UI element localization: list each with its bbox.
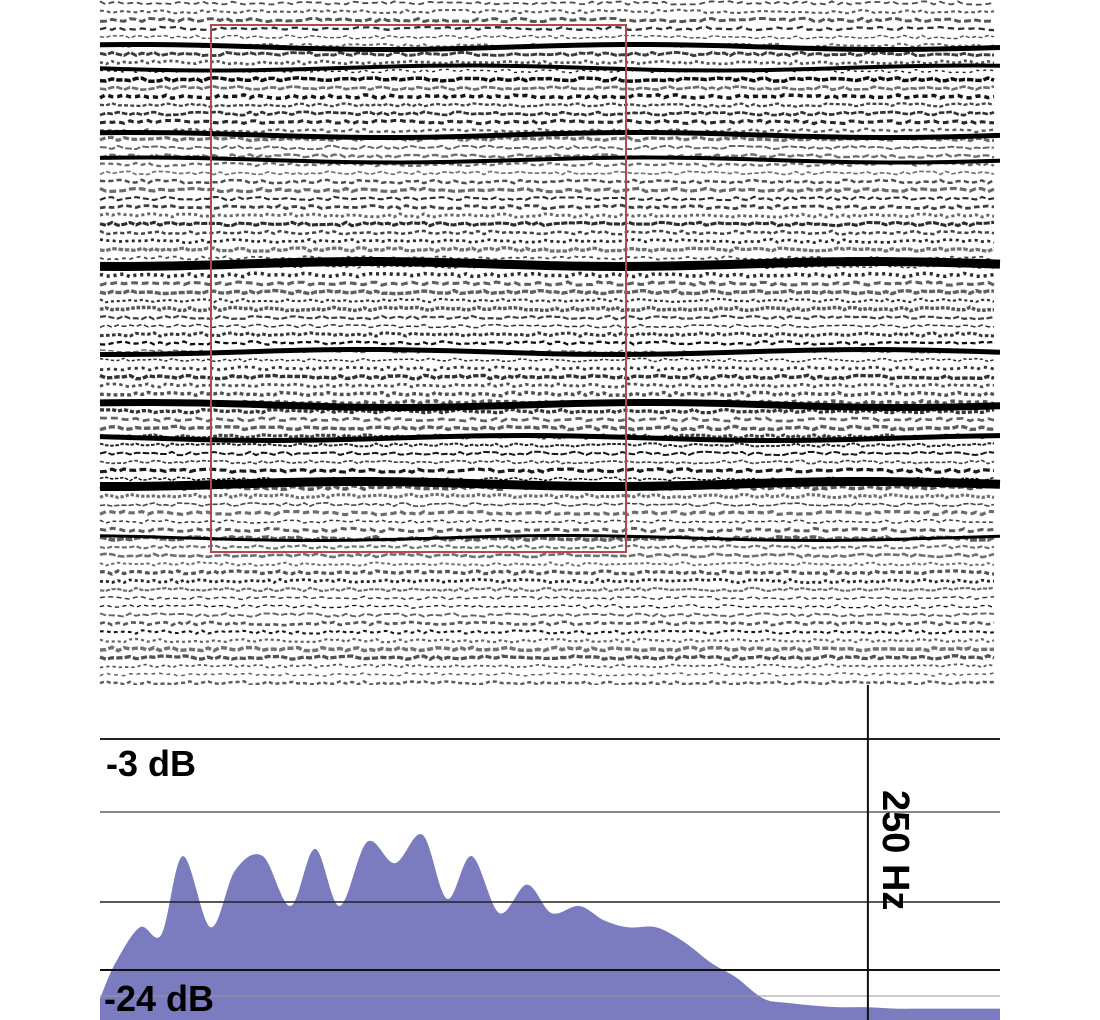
seismic-trace [99, 373, 995, 381]
seismic-trace [99, 442, 994, 448]
seismic-trace [99, 492, 995, 500]
frequency-marker-label: 250 Hz [874, 790, 916, 910]
seismic-trace [99, 331, 995, 338]
seismic-trace [99, 8, 995, 15]
seismic-trace [99, 390, 995, 398]
seismic-trace [99, 323, 994, 329]
seismic-trace [99, 526, 995, 534]
seismic-trace [99, 178, 995, 185]
seismic-reflector [100, 477, 1001, 491]
seismic-reflector [99, 63, 1001, 73]
seismic-trace [99, 84, 995, 92]
seismic-trace [99, 135, 995, 143]
seismic-trace [99, 271, 995, 279]
seismic-reflector [100, 346, 1001, 358]
seismic-trace [99, 305, 994, 313]
seismic-trace [99, 144, 995, 151]
seismic-trace [99, 544, 995, 550]
seismic-reflectors [99, 42, 1001, 543]
seismic-trace [99, 161, 995, 168]
seismic-trace [99, 534, 995, 543]
seismic-trace [99, 314, 995, 321]
seismic-trace [99, 604, 995, 609]
seismic-trace [99, 34, 995, 40]
seismic-trace [99, 170, 995, 176]
seismic-reflector [99, 155, 1001, 165]
seismic-trace [99, 654, 995, 662]
selection-box [210, 24, 627, 553]
seismic-trace [99, 186, 995, 194]
seismic-trace [99, 424, 995, 432]
seismic-trace [99, 220, 995, 228]
seismic-trace [99, 645, 995, 653]
seismic-trace [99, 255, 995, 261]
seismic-trace [99, 118, 995, 126]
seismic-trace [99, 637, 995, 644]
seismic-trace [99, 288, 995, 296]
seismic-trace [99, 237, 995, 245]
seismic-trace [99, 407, 995, 415]
seismic-reflector [99, 398, 1001, 412]
seismic-trace [99, 663, 995, 669]
seismic-trace [99, 620, 995, 627]
seismic-trace [99, 212, 995, 219]
seismic-trace [99, 195, 995, 202]
seismic-trace [99, 50, 995, 58]
top-db-label: -3 dB [106, 743, 196, 784]
seismic-trace [99, 340, 995, 346]
seismic-reflector [99, 42, 1001, 52]
seismic-trace [99, 595, 995, 601]
seismic-trace [99, 629, 995, 635]
seismic-trace [99, 679, 995, 687]
seismic-trace [99, 110, 995, 117]
seismic-reflector [99, 534, 1001, 543]
seismic-trace [99, 357, 995, 363]
seismic-trace [99, 0, 995, 6]
seismic-trace [99, 450, 995, 457]
seismic-trace [99, 509, 995, 517]
seismic-trace [99, 127, 995, 134]
seismic-trace [99, 246, 995, 253]
seismic-trace [99, 102, 995, 108]
seismic-trace [99, 92, 995, 101]
seismic-trace [99, 501, 995, 508]
seismic-trace [99, 459, 995, 465]
seismic-trace [99, 229, 995, 236]
seismic-trace [99, 552, 995, 559]
seismic-reflector [99, 129, 1001, 140]
seismic-trace [99, 519, 995, 524]
seismic-trace [99, 612, 995, 618]
bottom-db-label: -24 dB [104, 978, 214, 1019]
seismic-trace [99, 416, 995, 423]
seismic-trace [99, 569, 995, 576]
seismic-trace [99, 75, 995, 84]
seismic-trace [99, 203, 995, 211]
seismic-trace [99, 672, 995, 677]
seismic-trace [99, 16, 994, 24]
seismic-trace [99, 280, 995, 287]
seismic-reflector [99, 256, 1001, 272]
seismic-trace [99, 382, 995, 389]
seismic-trace [99, 297, 995, 304]
seismic-trace [99, 25, 995, 32]
seismic-trace [99, 152, 995, 160]
seismic-trace [99, 561, 995, 567]
spectrum-area [100, 833, 1000, 1020]
seismic-trace [99, 586, 995, 593]
seismic-reflector [99, 432, 1001, 444]
